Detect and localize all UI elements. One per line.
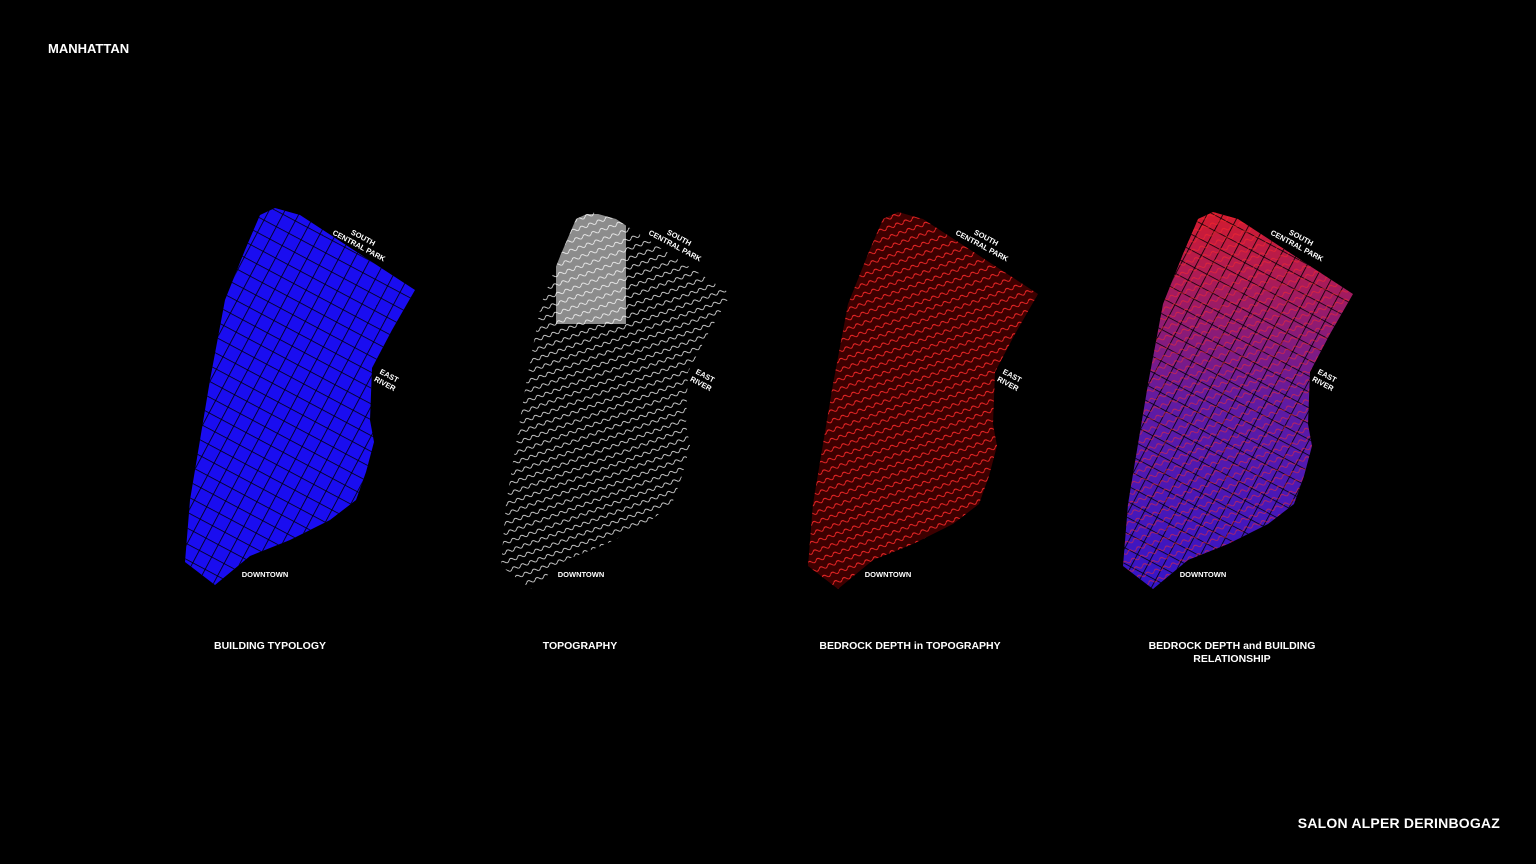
- map-topography: [501, 212, 731, 589]
- credit: SALON ALPER DERINBOGAZ: [1297, 815, 1500, 831]
- label-east-river: EASTRIVER: [373, 366, 402, 393]
- label-downtown: DOWNTOWN: [242, 570, 289, 579]
- label-east-river: EASTRIVER: [996, 366, 1025, 393]
- caption-topography: TOPOGRAPHY: [542, 640, 618, 652]
- label-downtown: DOWNTOWN: [865, 570, 912, 579]
- caption-bedrock-building: BEDROCK DEPTH and BUILDING RELATIONSHIP: [1148, 640, 1316, 665]
- caption-building-typology: BUILDING TYPOLOGY: [213, 640, 326, 652]
- label-east-river: EASTRIVER: [689, 366, 718, 393]
- label-downtown: DOWNTOWN: [558, 570, 605, 579]
- label-downtown: DOWNTOWN: [1180, 570, 1227, 579]
- label-east-river: EASTRIVER: [1311, 366, 1340, 393]
- map-bedrock-topography: [808, 212, 1038, 589]
- map-bedrock-building: [1123, 212, 1353, 589]
- page-title: MANHATTAN: [48, 41, 130, 56]
- map-building-typology: [185, 208, 415, 585]
- caption-bedrock-topography: BEDROCK DEPTH in TOPOGRAPHY: [819, 640, 1001, 652]
